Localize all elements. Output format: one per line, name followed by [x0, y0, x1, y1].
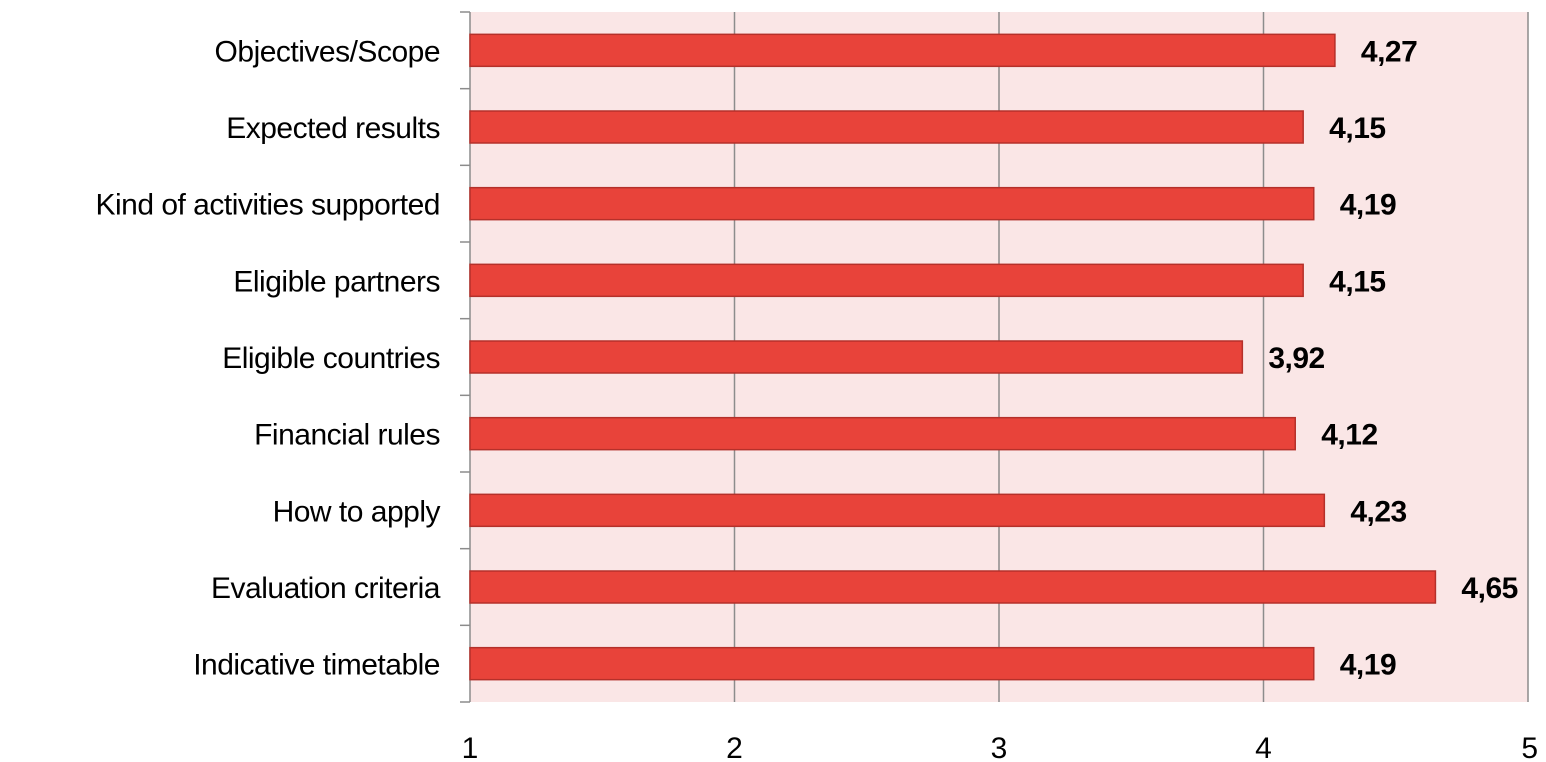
- x-tick-labels: 1 2 3 4 5: [462, 732, 1538, 762]
- category-labels: Objectives/Scope Expected results Kind of …: [95, 35, 441, 682]
- data-label: 4,15: [1329, 112, 1385, 145]
- bar-8: [469, 646, 1315, 681]
- data-label: 4,19: [1340, 649, 1396, 682]
- x-tick-label: 3: [991, 732, 1008, 762]
- bar-2: [469, 186, 1315, 221]
- category-label: How to apply: [273, 495, 441, 528]
- x-tick-label: 5: [1521, 732, 1538, 762]
- category-label: Kind of activities supported: [95, 189, 440, 222]
- data-label: 3,92: [1268, 342, 1324, 375]
- data-label: 4,27: [1361, 35, 1417, 68]
- bar-3: [469, 263, 1304, 298]
- bar-4: [469, 340, 1244, 374]
- data-label: 4,23: [1350, 495, 1406, 528]
- data-label: 4,12: [1321, 419, 1377, 452]
- bars: [469, 33, 1437, 681]
- x-tick-label: 4: [1255, 732, 1272, 762]
- category-label: Financial rules: [254, 419, 440, 452]
- category-label: Eligible countries: [222, 342, 440, 375]
- bar-7: [469, 570, 1437, 604]
- category-label: Indicative timetable: [193, 649, 440, 682]
- category-label: Eligible partners: [233, 265, 440, 298]
- data-label: 4,65: [1461, 572, 1517, 605]
- data-label: 4,19: [1340, 189, 1396, 222]
- bar-1: [469, 110, 1304, 144]
- bar-6: [469, 493, 1326, 528]
- category-label: Expected results: [226, 112, 440, 145]
- x-tick-label: 2: [726, 732, 743, 762]
- data-label: 4,15: [1329, 265, 1385, 298]
- bar-0: [469, 33, 1336, 68]
- bar-5: [469, 416, 1296, 451]
- y-axis: [460, 11, 471, 703]
- data-labels: 4,27 4,15 4,19 4,15 3,92 4,12 4,23 4,65 4,19: [1268, 35, 1518, 682]
- category-label: Evaluation criteria: [211, 572, 441, 605]
- x-tick-label: 1: [462, 732, 479, 762]
- category-label: Objectives/Scope: [215, 35, 440, 68]
